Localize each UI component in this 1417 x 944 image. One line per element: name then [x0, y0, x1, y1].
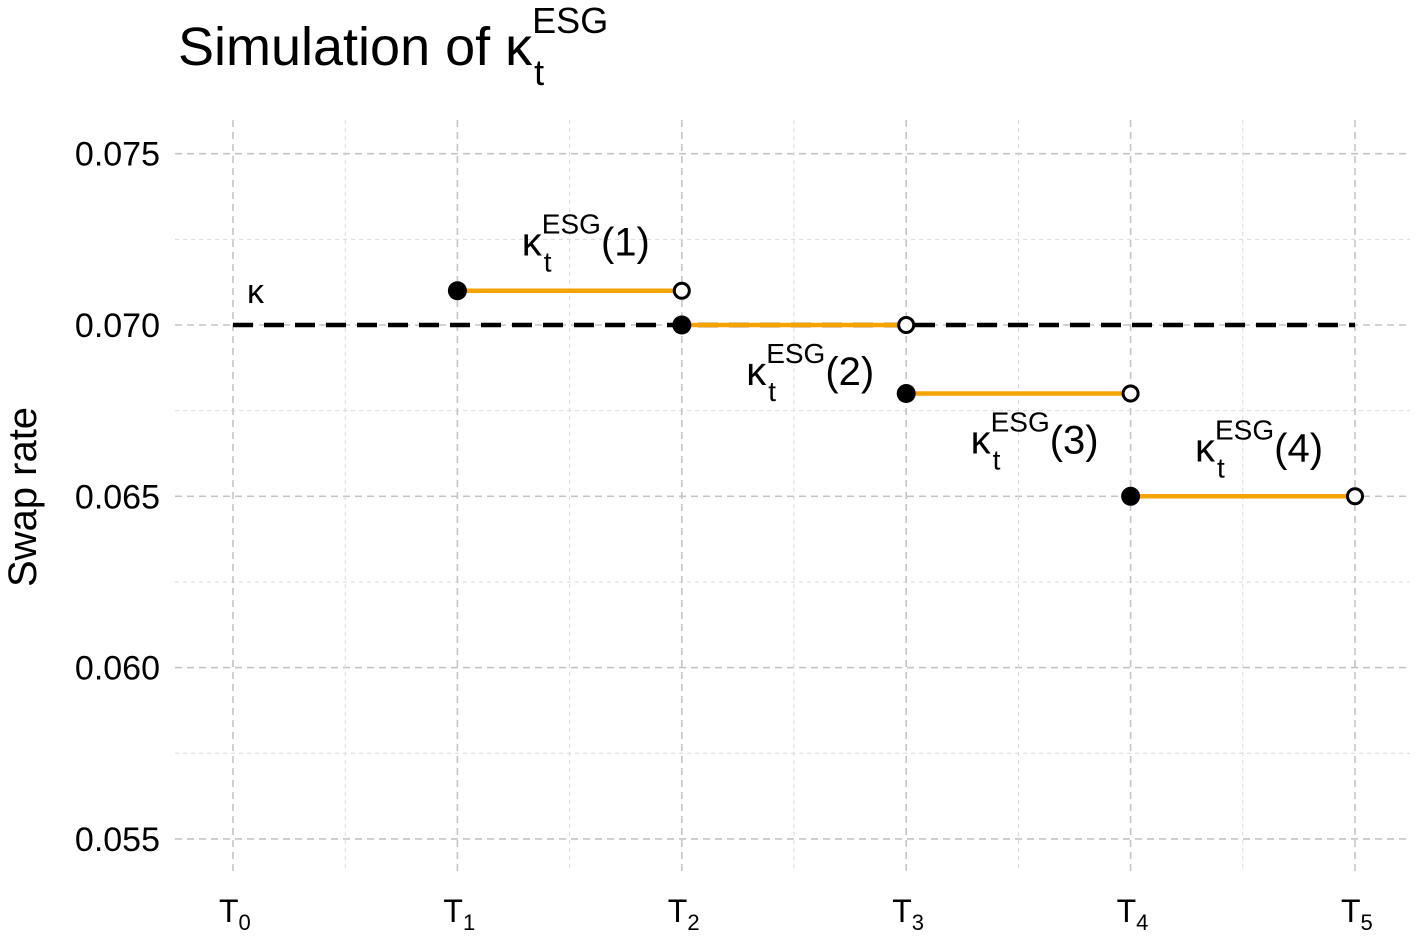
y-tick-label: 0.055 [75, 821, 160, 859]
y-tick-label: 0.060 [75, 650, 160, 688]
segment-label-subscript: t [768, 376, 776, 407]
chart-title-subscript: t [534, 52, 544, 93]
segment-closed-point [447, 281, 467, 301]
segment-closed-point [672, 315, 692, 335]
x-tick-label: T0 [219, 893, 251, 935]
x-tick-label: T5 [1341, 893, 1373, 935]
chart-title-main: Simulation of κ [178, 17, 533, 77]
segment-closed-point [1121, 486, 1141, 506]
segment-label: κESG(1) [522, 209, 650, 265]
segment-open-point [1121, 384, 1140, 403]
x-tick-label: T3 [892, 893, 924, 935]
segment-label: κESG(3) [971, 407, 1099, 463]
segment-open-point [1346, 487, 1364, 506]
segment-label-subscript: t [544, 247, 552, 278]
y-tick-label: 0.075 [75, 136, 160, 174]
y-tick-label: 0.065 [75, 478, 160, 516]
x-tick-label: T1 [443, 893, 475, 935]
y-tick-label: 0.070 [75, 307, 160, 345]
x-tick-label: T4 [1117, 893, 1149, 935]
segment-open-point [672, 281, 691, 300]
axis-layer: 0.055 0.060 0.065 0.070 0.075 T0 T1 T2 T3 T4 T5 [75, 136, 1373, 935]
segment-label-subscript: t [993, 445, 1001, 476]
segment-label: κESG(2) [746, 338, 874, 394]
segment-label: κESG(4) [1195, 414, 1323, 470]
reference-line-label: κ [247, 273, 265, 311]
segment-label-subscript: t [1217, 452, 1225, 483]
segment-closed-point [896, 384, 916, 404]
chart-title-superscript: ESG [532, 0, 608, 41]
x-tick-label: T2 [668, 893, 700, 935]
y-axis-label: Swap rate [1, 407, 45, 587]
chart-title: Simulation of κESG t [178, 0, 608, 93]
segment-open-point [897, 316, 916, 334]
series-layer [447, 281, 1364, 506]
